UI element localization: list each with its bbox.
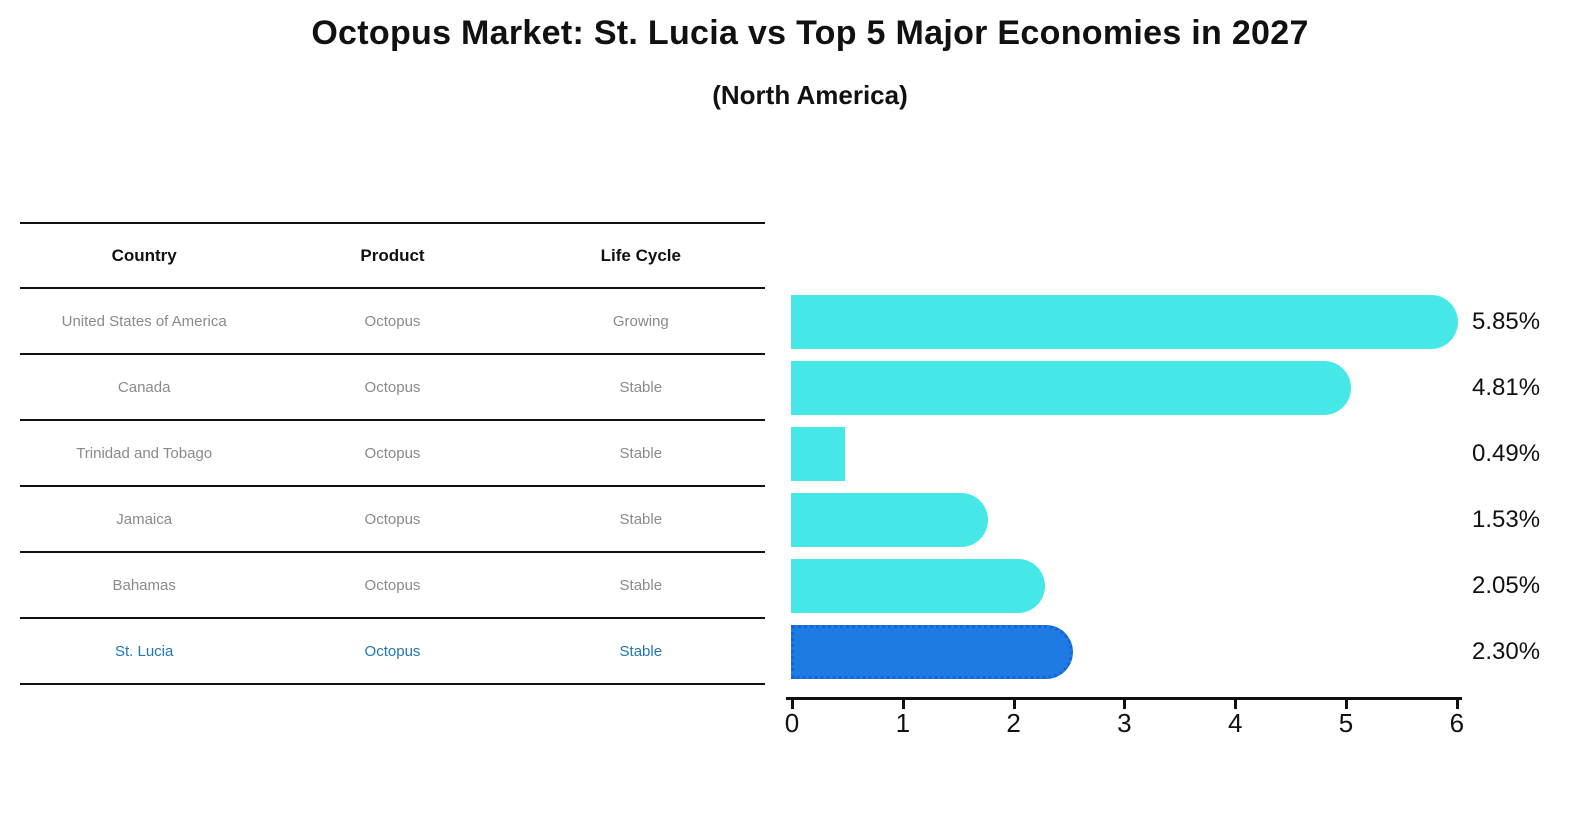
cell-country: United States of America — [61, 312, 227, 330]
cell-life-cycle: Stable — [619, 576, 663, 594]
table-row: Canada Octopus Stable — [20, 355, 765, 421]
cell-product: Octopus — [364, 444, 421, 462]
cell-country: St. Lucia — [114, 642, 174, 660]
value-label: 2.05% — [1472, 572, 1541, 599]
value-label: 1.53% — [1472, 506, 1541, 533]
x-axis-tick — [901, 700, 905, 709]
cell-life-cycle: Stable — [619, 444, 663, 462]
x-axis-tick-label: 1 — [895, 708, 911, 738]
bar-bahamas — [791, 559, 1046, 613]
x-axis-tick — [791, 700, 794, 709]
cell-life-cycle: Stable — [619, 378, 663, 396]
cell-product: Octopus — [364, 576, 421, 594]
cell-country: Jamaica — [116, 510, 173, 528]
cell-country: Canada — [117, 378, 171, 396]
x-axis-tick — [1455, 700, 1459, 709]
cell-product: Octopus — [364, 642, 421, 660]
bar-trinidad-and-tobago — [791, 427, 846, 481]
column-header-country: Country — [111, 245, 177, 265]
x-axis-tick — [1234, 700, 1238, 709]
bar-canada — [791, 361, 1351, 415]
value-label: 5.85% — [1472, 308, 1541, 335]
x-axis-tick-label: 3 — [1117, 708, 1132, 738]
value-labels: 5.85% 4.81% 0.49% 1.53% 2.05% 2.30% — [1472, 289, 1582, 685]
table-row: United States of America Octopus Growing — [20, 289, 765, 355]
table-row: Bahamas Octopus Stable — [20, 553, 765, 619]
value-label: 2.30% — [1472, 638, 1541, 665]
bar-united-states — [791, 295, 1458, 349]
chart-title: Octopus Market: St. Lucia vs Top 5 Major… — [311, 14, 1309, 52]
x-axis-tick-label: 0 — [784, 708, 800, 738]
cell-life-cycle: Stable — [619, 642, 663, 660]
value-label: 4.81% — [1472, 374, 1541, 401]
bar-jamaica — [791, 493, 988, 547]
cell-life-cycle: Stable — [619, 510, 663, 528]
cell-product: Octopus — [364, 312, 421, 330]
value-label: 0.49% — [1472, 440, 1541, 467]
bar-st-lucia — [791, 625, 1073, 679]
cell-product: Octopus — [364, 378, 421, 396]
column-header-product: Product — [360, 245, 425, 265]
x-axis-tick — [1123, 700, 1127, 709]
x-axis-tick-label: 5 — [1338, 708, 1354, 738]
table-row-highlighted: St. Lucia Octopus Stable — [20, 619, 765, 685]
column-header-life-cycle: Life Cycle — [600, 245, 681, 265]
x-axis-tick — [1345, 700, 1348, 709]
x-axis-tick-label: 2 — [1006, 708, 1021, 738]
country-table: Country Product Life Cycle United States… — [20, 222, 765, 685]
table-row: Jamaica Octopus Stable — [20, 487, 765, 553]
table-row: Trinidad and Tobago Octopus Stable — [20, 421, 765, 487]
x-axis-tick-label: 6 — [1449, 708, 1465, 738]
x-axis-line — [786, 697, 1462, 700]
cell-life-cycle: Growing — [612, 312, 669, 330]
x-axis-tick — [1012, 700, 1016, 709]
cell-product: Octopus — [364, 510, 421, 528]
chart-subtitle: (North America) — [712, 80, 908, 110]
cell-country: Bahamas — [112, 576, 176, 594]
table-header-row: Country Product Life Cycle — [20, 222, 765, 289]
x-axis-tick-label: 4 — [1227, 708, 1243, 738]
bar-plot-area — [791, 289, 1458, 685]
cell-country: Trinidad and Tobago — [76, 444, 213, 462]
